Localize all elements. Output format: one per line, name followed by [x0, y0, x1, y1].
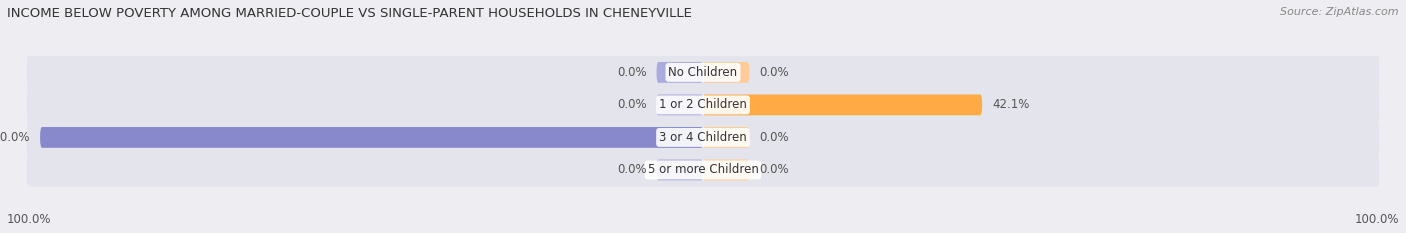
FancyBboxPatch shape — [703, 62, 749, 83]
Text: No Children: No Children — [668, 66, 738, 79]
FancyBboxPatch shape — [703, 127, 749, 148]
Text: 3 or 4 Children: 3 or 4 Children — [659, 131, 747, 144]
FancyBboxPatch shape — [703, 160, 749, 180]
Text: 0.0%: 0.0% — [617, 66, 647, 79]
FancyBboxPatch shape — [703, 95, 983, 115]
Text: 0.0%: 0.0% — [759, 163, 789, 176]
FancyBboxPatch shape — [657, 95, 703, 115]
FancyBboxPatch shape — [27, 56, 1379, 89]
Text: 1 or 2 Children: 1 or 2 Children — [659, 98, 747, 111]
Text: 0.0%: 0.0% — [617, 98, 647, 111]
Text: 0.0%: 0.0% — [617, 163, 647, 176]
Text: 100.0%: 100.0% — [0, 131, 30, 144]
Text: 5 or more Children: 5 or more Children — [648, 163, 758, 176]
Text: 0.0%: 0.0% — [759, 66, 789, 79]
FancyBboxPatch shape — [27, 121, 1379, 154]
Text: 42.1%: 42.1% — [993, 98, 1029, 111]
Text: INCOME BELOW POVERTY AMONG MARRIED-COUPLE VS SINGLE-PARENT HOUSEHOLDS IN CHENEYV: INCOME BELOW POVERTY AMONG MARRIED-COUPL… — [7, 7, 692, 20]
FancyBboxPatch shape — [657, 160, 703, 180]
Text: 100.0%: 100.0% — [7, 213, 52, 226]
FancyBboxPatch shape — [41, 127, 703, 148]
FancyBboxPatch shape — [657, 62, 703, 83]
FancyBboxPatch shape — [27, 88, 1379, 121]
Text: Source: ZipAtlas.com: Source: ZipAtlas.com — [1281, 7, 1399, 17]
Text: 100.0%: 100.0% — [1354, 213, 1399, 226]
Text: 0.0%: 0.0% — [759, 131, 789, 144]
FancyBboxPatch shape — [27, 153, 1379, 186]
